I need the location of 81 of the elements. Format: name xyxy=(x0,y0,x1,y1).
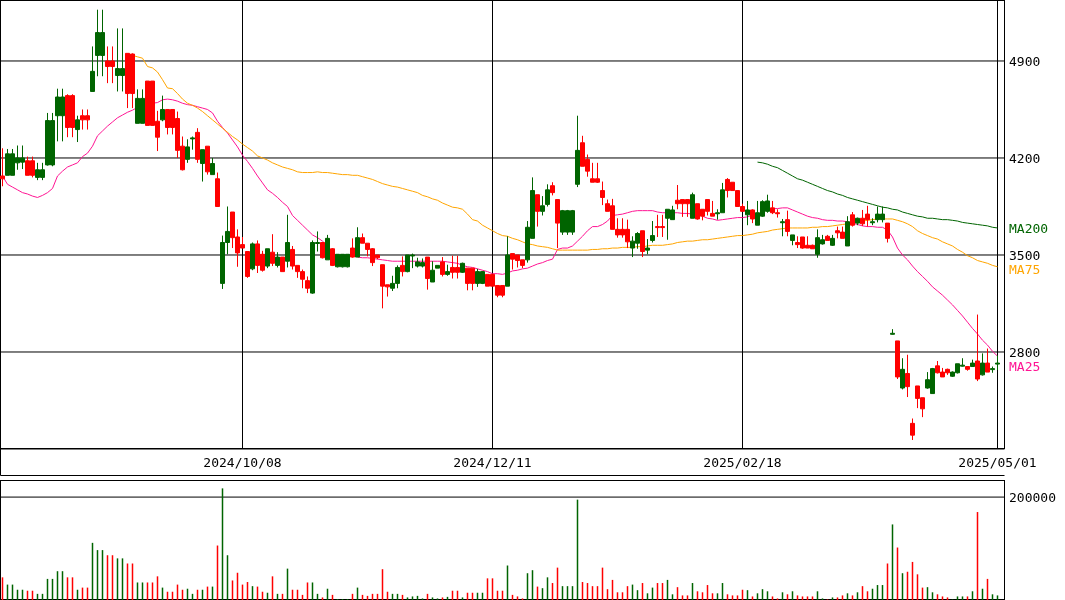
candlestick xyxy=(830,234,835,247)
candlestick xyxy=(745,200,750,226)
series-label: MA200 xyxy=(1009,220,1049,236)
candlestick xyxy=(870,217,875,226)
candlestick xyxy=(975,314,980,382)
candlestick xyxy=(250,242,255,271)
candlestick xyxy=(545,183,550,207)
candlestick xyxy=(425,256,430,291)
line-series xyxy=(757,161,998,229)
candlestick xyxy=(855,217,860,226)
candlestick xyxy=(430,260,435,283)
candlestick xyxy=(900,357,905,390)
candlestick xyxy=(850,211,855,228)
candlestick xyxy=(885,222,890,244)
y-tick-label: 4900 xyxy=(1009,53,1041,69)
candlestick xyxy=(245,251,250,279)
y-tick-label: 2800 xyxy=(1009,344,1041,360)
candlestick xyxy=(190,136,195,151)
x-tick-label: 2024/12/11 xyxy=(453,455,532,470)
candlestick xyxy=(355,226,360,258)
candlestick xyxy=(350,237,355,259)
candlestick xyxy=(285,214,290,268)
candlestick xyxy=(270,233,275,267)
candlestick xyxy=(200,149,205,183)
candlestick xyxy=(690,192,695,219)
candlestick xyxy=(970,359,975,368)
candlestick xyxy=(540,195,545,216)
candlestick xyxy=(75,115,80,143)
candlestick xyxy=(645,238,650,255)
series-label: MA25 xyxy=(1009,358,1041,374)
candlestick xyxy=(160,95,165,122)
candlestick xyxy=(440,256,445,277)
candlestick xyxy=(600,181,605,206)
candlestick xyxy=(965,366,970,372)
candlestick xyxy=(0,147,5,187)
candlestick xyxy=(330,247,335,267)
candlestick xyxy=(445,264,450,277)
candlestick xyxy=(90,45,95,92)
candlestick xyxy=(905,354,910,398)
candlestick xyxy=(305,275,310,294)
candlestick xyxy=(275,251,280,268)
candlestick xyxy=(640,230,645,258)
candlestick xyxy=(710,200,715,217)
candlestick xyxy=(825,234,830,241)
x-tick-label: 2025/05/01 xyxy=(958,455,1037,470)
candlestick xyxy=(210,157,215,176)
candlestick xyxy=(980,352,985,377)
candlestick xyxy=(185,138,190,164)
candlestick xyxy=(895,340,900,380)
y-tick-label: 3500 xyxy=(1009,247,1041,263)
text: 200000 xyxy=(1009,490,1056,506)
candlestick xyxy=(790,234,795,246)
candlestick xyxy=(910,418,915,441)
candlestick xyxy=(990,366,995,374)
candlestick xyxy=(750,208,755,224)
candlestick xyxy=(280,256,285,273)
candlestick xyxy=(890,328,895,336)
candlestick xyxy=(785,210,790,237)
candlestick xyxy=(320,242,325,259)
y-tick-label: 4200 xyxy=(1009,150,1041,166)
candlestick xyxy=(435,264,440,269)
candlestick xyxy=(650,220,655,244)
series-label: MA75 xyxy=(1009,261,1041,277)
candlestick xyxy=(265,248,270,269)
candlestick xyxy=(995,354,1000,371)
candlestick xyxy=(985,348,990,373)
candlestick xyxy=(845,215,850,247)
candlestick xyxy=(555,199,560,249)
candlestick xyxy=(400,255,405,277)
x-tick-label: 2024/10/08 xyxy=(203,455,282,470)
candlestick xyxy=(535,194,540,228)
candlestick xyxy=(195,127,200,164)
candlestick xyxy=(325,234,330,261)
candlestick xyxy=(575,115,580,188)
candlestick xyxy=(505,235,510,287)
candlestick xyxy=(215,172,220,207)
candlestick xyxy=(550,181,555,196)
candlestick xyxy=(460,262,465,274)
x-tick-label: 2025/02/18 xyxy=(703,455,782,470)
candlestick xyxy=(205,145,210,176)
candlestick xyxy=(780,218,785,237)
